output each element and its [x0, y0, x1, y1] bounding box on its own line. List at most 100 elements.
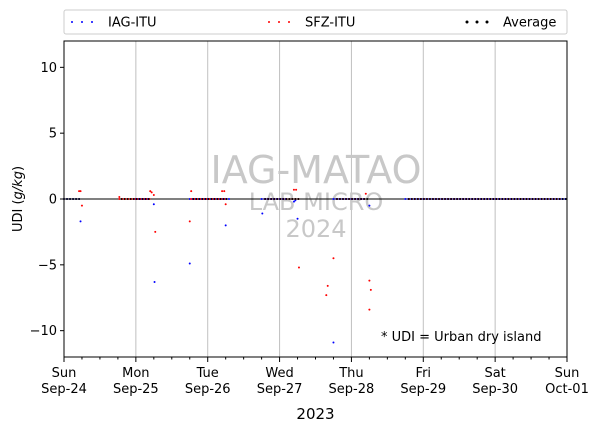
data-point-zero: [549, 198, 552, 200]
y-tick-label: 0: [49, 193, 57, 208]
data-point: [223, 190, 226, 193]
data-point: [149, 190, 152, 193]
legend-entry-sfz-itu: SFZ-ITU: [268, 16, 355, 31]
legend-marker: [288, 21, 290, 23]
data-point: [261, 212, 264, 215]
x-tick-day: Thu: [338, 366, 363, 381]
legend-marker: [485, 20, 489, 24]
data-point: [332, 257, 335, 260]
data-point: [79, 190, 82, 193]
data-point-zero: [404, 198, 407, 200]
x-tick-date: Sep-28: [329, 382, 375, 397]
data-point-zero: [429, 198, 432, 200]
data-point-zero: [410, 198, 413, 200]
series-average: [63, 198, 567, 200]
data-point-zero: [366, 198, 369, 200]
data-point-zero: [432, 198, 435, 200]
data-point-zero: [285, 198, 288, 200]
data-point-zero: [492, 198, 495, 200]
x-tick-date: Sep-27: [257, 382, 303, 397]
y-axis-ticks: −10 −5 0 5 10: [30, 61, 64, 339]
data-point-zero: [126, 198, 129, 200]
data-point-zero: [501, 198, 504, 200]
data-point-zero: [534, 198, 537, 200]
data-point-zero: [219, 198, 222, 200]
data-point-zero: [423, 198, 426, 200]
data-point-zero: [192, 198, 195, 200]
data-point-zero: [468, 198, 471, 200]
data-point-zero: [118, 198, 121, 200]
data-point: [292, 200, 295, 203]
legend-entry-iag-itu: IAG-ITU: [71, 16, 157, 31]
data-point-zero: [351, 198, 354, 200]
x-tick-date: Sep-25: [113, 382, 159, 397]
data-point: [153, 280, 156, 283]
data-point-zero: [519, 198, 522, 200]
data-point: [118, 196, 121, 199]
legend-marker: [81, 21, 83, 23]
legend-marker: [465, 20, 469, 24]
data-point: [369, 288, 372, 291]
data-point: [297, 266, 300, 269]
data-point-zero: [72, 198, 75, 200]
data-point-zero: [339, 198, 342, 200]
data-point-zero: [264, 198, 267, 200]
data-point-zero: [426, 198, 429, 200]
data-point-zero: [75, 198, 78, 200]
data-point-zero: [540, 198, 543, 200]
data-point-zero: [69, 198, 72, 200]
data-point-zero: [297, 198, 300, 200]
data-point-zero: [419, 198, 422, 200]
data-point-zero: [363, 198, 366, 200]
x-tick-day: Fri: [416, 366, 432, 381]
data-point-zero: [345, 198, 348, 200]
data-point-zero: [416, 198, 419, 200]
data-point-zero: [227, 198, 230, 200]
data-point-zero: [198, 198, 201, 200]
data-point-zero: [210, 198, 213, 200]
data-point: [325, 294, 328, 297]
data-point-zero: [207, 198, 210, 200]
data-point-zero: [260, 198, 263, 200]
x-tick-date: Sep-30: [472, 382, 518, 397]
data-point-zero: [510, 198, 513, 200]
data-point-zero: [495, 198, 498, 200]
data-point-zero: [279, 198, 282, 200]
data-point: [296, 217, 299, 220]
legend-marker: [278, 21, 280, 23]
data-point-zero: [453, 198, 456, 200]
data-point: [292, 188, 295, 191]
urban-dry-island-note: * UDI = Urban dry island: [381, 330, 541, 345]
data-point: [190, 190, 193, 193]
data-point-zero: [120, 198, 123, 200]
data-point-zero: [276, 198, 279, 200]
x-tick-day: Tue: [196, 366, 219, 381]
data-point: [368, 204, 371, 207]
data-point-zero: [558, 198, 561, 200]
data-point-zero: [129, 198, 132, 200]
data-point: [295, 188, 298, 191]
data-point-zero: [288, 198, 291, 200]
data-points: [63, 188, 567, 344]
data-point-zero: [195, 198, 198, 200]
data-point-zero: [222, 198, 225, 200]
data-point-zero: [413, 198, 416, 200]
data-point: [221, 190, 224, 193]
data-point-zero: [474, 198, 477, 200]
data-point-zero: [348, 198, 351, 200]
data-point-zero: [132, 198, 135, 200]
data-point-zero: [435, 198, 438, 200]
data-point-zero: [135, 198, 138, 200]
data-point: [152, 203, 155, 206]
data-point-zero: [216, 198, 219, 200]
data-point-zero: [441, 198, 444, 200]
data-point-zero: [213, 198, 216, 200]
y-tick-label: −10: [30, 324, 57, 339]
data-point-zero: [537, 198, 540, 200]
data-point-zero: [188, 198, 191, 200]
data-point-zero: [489, 198, 492, 200]
data-point-zero: [141, 198, 144, 200]
data-point-zero: [282, 198, 285, 200]
x-tick-day: Sat: [484, 366, 505, 381]
y-axis-label: UDI (g/kg): [11, 166, 26, 232]
